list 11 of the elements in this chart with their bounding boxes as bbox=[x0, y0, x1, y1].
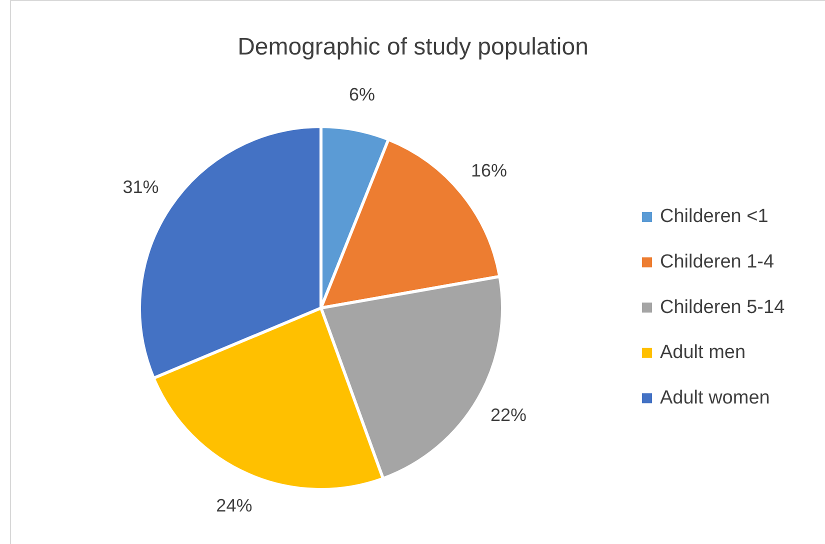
legend-label: Adult women bbox=[660, 387, 770, 408]
legend-label: Childeren 1-4 bbox=[660, 252, 774, 273]
legend-label: Childeren 5-14 bbox=[660, 296, 786, 318]
data-label: 24% bbox=[216, 495, 252, 516]
data-label: 6% bbox=[348, 84, 375, 104]
legend-label: Childeren <1 bbox=[660, 206, 768, 228]
data-label: 16% bbox=[471, 160, 508, 180]
data-label: 31% bbox=[122, 177, 159, 198]
legend-label: Adult men bbox=[660, 342, 746, 364]
data-label: 22% bbox=[490, 405, 527, 426]
chart-title: Demographic of study population bbox=[238, 34, 588, 61]
